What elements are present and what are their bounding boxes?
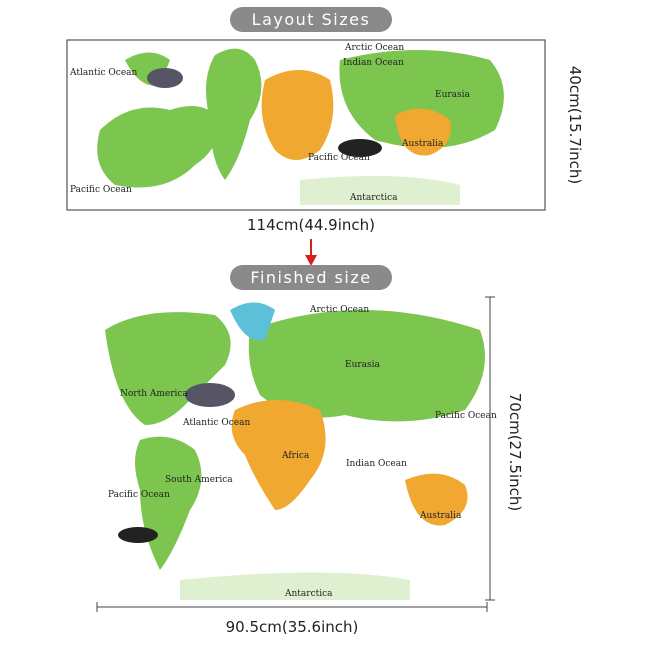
- finished-height: 70cm(27.5inch): [506, 393, 524, 511]
- map-label: Eurasia: [345, 360, 381, 370]
- layout-label: Layout Sizes: [252, 10, 371, 29]
- map-label: Indian Ocean: [346, 459, 407, 469]
- map-label: Antarctica: [349, 193, 398, 203]
- map-label: North America: [120, 389, 188, 399]
- finished-map: [105, 302, 485, 600]
- map-label: Atlantic Ocean: [182, 418, 251, 428]
- pill: [230, 265, 392, 290]
- map-label: Australia: [419, 511, 462, 521]
- map-label: Arctic Ocean: [309, 305, 369, 315]
- map-label: Pacific Ocean: [435, 411, 497, 421]
- finished-label: Finished size: [250, 268, 371, 287]
- map-label: Australia: [401, 139, 444, 149]
- pill: [230, 7, 392, 32]
- layout-height: 40cm(15.7inch): [566, 66, 584, 184]
- finished-width: 90.5cm(35.6inch): [226, 618, 359, 636]
- layout-map: [66, 39, 546, 211]
- map-label: Pacific Ocean: [70, 185, 132, 195]
- map-label: Atlantic Ocean: [69, 68, 138, 78]
- map-label: Arctic Ocean: [344, 43, 404, 53]
- map-label: Indian Ocean: [343, 58, 404, 68]
- map-label: Eurasia: [435, 90, 471, 100]
- map-label: Africa: [281, 451, 310, 461]
- map-label: Pacific Ocean: [308, 153, 370, 163]
- layout-width: 114cm(44.9inch): [247, 216, 375, 234]
- arrow-head: [305, 255, 317, 266]
- map-label: Pacific Ocean: [108, 490, 170, 500]
- map-label: South America: [165, 475, 233, 485]
- map-label: Antarctica: [284, 589, 333, 599]
